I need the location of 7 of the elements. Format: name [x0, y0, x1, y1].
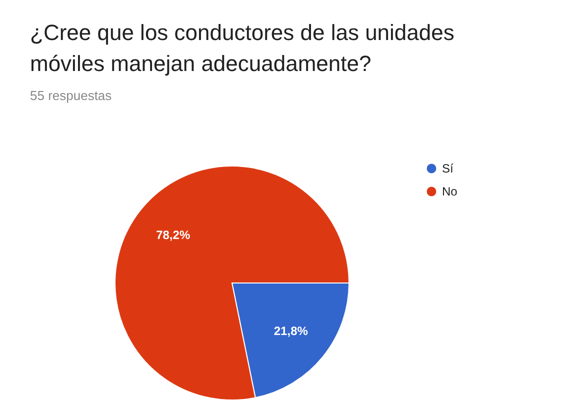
- chart-title: ¿Cree que los conductores de las unidades móviles manejan adecuadamente?: [30, 20, 454, 76]
- chart-subtitle: 55 respuestas: [30, 88, 112, 103]
- legend-label: No: [442, 184, 458, 198]
- data-label: 21,8%: [274, 324, 308, 338]
- legend-label: Sí: [442, 162, 454, 176]
- data-label: 78,2%: [156, 228, 190, 242]
- pie-slice: [114, 166, 350, 400]
